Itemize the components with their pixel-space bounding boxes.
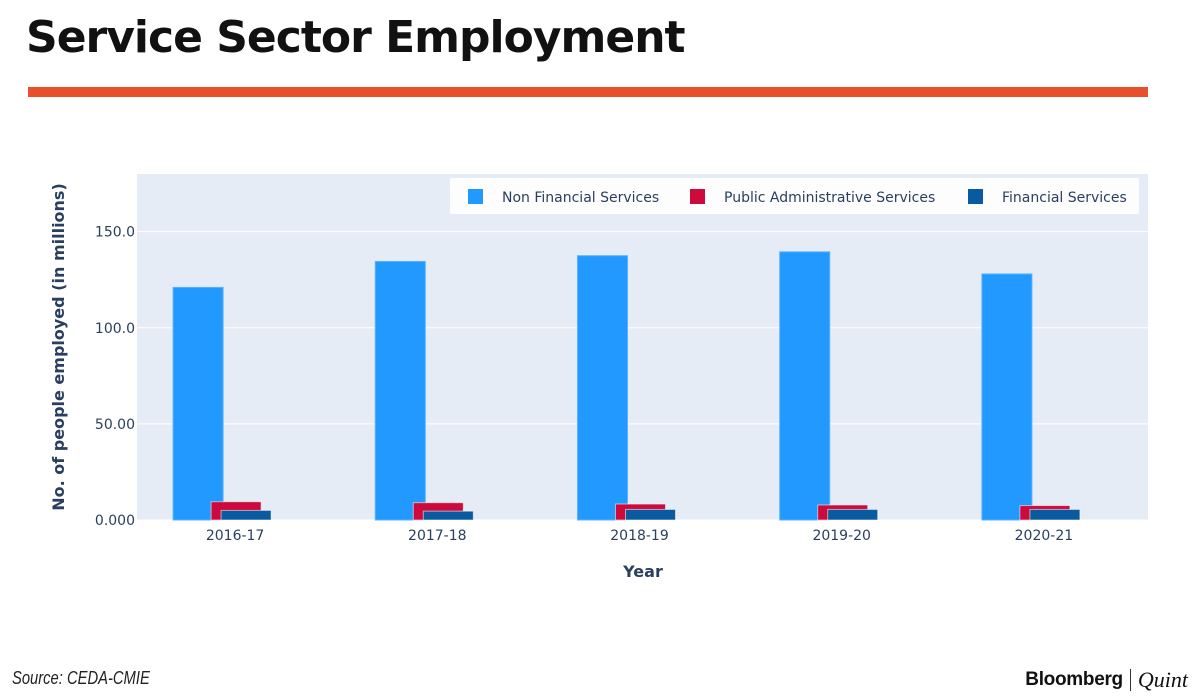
legend-item[interactable]: Public Administrative Services xyxy=(690,189,935,206)
page-title: Service Sector Employment xyxy=(26,12,686,63)
bar-non-financial xyxy=(374,260,426,521)
logo-suffix: Quint xyxy=(1137,667,1188,692)
x-tick-label: 2017-18 xyxy=(408,528,467,544)
legend-label: Financial Services xyxy=(1002,190,1127,206)
x-tick-label: 2018-19 xyxy=(610,528,669,544)
publisher-logo: Bloomberg Quint xyxy=(1025,667,1188,693)
logo-brand: Bloomberg xyxy=(1025,669,1123,690)
legend-swatch xyxy=(968,189,983,204)
bar-financial xyxy=(827,508,879,521)
title-underline xyxy=(28,87,1148,97)
x-axis-title: Year xyxy=(622,562,663,581)
x-tick-label: 2019-20 xyxy=(812,528,871,544)
x-tick-label: 2016-17 xyxy=(206,528,265,544)
bar-non-financial xyxy=(172,286,224,521)
legend-swatch xyxy=(468,189,483,204)
bar-non-financial xyxy=(779,251,831,521)
legend-swatch xyxy=(690,189,705,204)
bar-financial xyxy=(625,508,676,521)
legend-label: Public Administrative Services xyxy=(724,190,935,206)
bar-financial xyxy=(422,510,474,521)
bar-financial xyxy=(220,509,272,521)
legend-label: Non Financial Services xyxy=(502,190,659,206)
y-axis-title: No. of people employed (in millions) xyxy=(49,183,68,511)
y-tick-label: 50.00 xyxy=(95,417,135,433)
legend-box xyxy=(450,178,1139,214)
source-note: Source: CEDA-CMIE xyxy=(12,668,150,688)
y-tick-label: 150.0 xyxy=(95,225,135,241)
y-tick-label: 100.0 xyxy=(95,321,135,337)
legend-item[interactable]: Non Financial Services xyxy=(468,189,659,206)
bar-non-financial xyxy=(577,255,628,521)
legend-item[interactable]: Financial Services xyxy=(968,189,1127,206)
x-tick-label: 2020-21 xyxy=(1015,528,1074,544)
bar-non-financial xyxy=(981,273,1033,521)
bar-financial xyxy=(1029,508,1081,521)
y-tick-label: 0.000 xyxy=(95,513,135,529)
logo-divider xyxy=(1129,669,1131,691)
